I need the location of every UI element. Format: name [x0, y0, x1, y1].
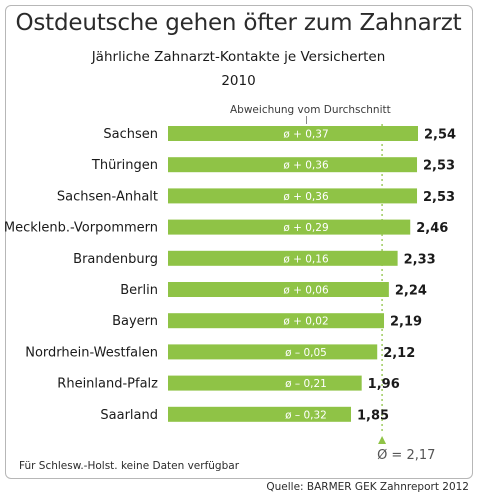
bar — [168, 375, 362, 391]
category-label: Nordrhein-Westfalen — [25, 345, 158, 360]
bar — [168, 188, 418, 204]
deviation-header: Abweichung vom Durchschnitt — [230, 104, 391, 116]
bar — [168, 344, 378, 360]
deviation-label: ø – 0,32 — [285, 409, 327, 421]
value-label: 2,33 — [404, 252, 436, 267]
bar — [168, 219, 411, 235]
category-label: Rheinland-Pfalz — [57, 377, 158, 392]
bar — [168, 282, 389, 297]
category-label: Brandenburg — [73, 252, 158, 267]
bar — [168, 157, 418, 173]
source-note: Quelle: BARMER GEK Zahnreport 2012 — [266, 481, 469, 493]
average-label: Ø = 2,17 — [377, 448, 435, 463]
chart-subtitle: Jährliche Zahnarzt-Kontakte je Versicher… — [91, 49, 386, 65]
value-label: 1,85 — [357, 408, 389, 423]
category-label: Berlin — [120, 283, 158, 298]
chart-title: Ostdeutsche gehen öfter zum Zahnarzt — [15, 10, 462, 36]
category-label: Sachsen-Anhalt — [57, 189, 158, 204]
chart-year: 2010 — [221, 73, 256, 89]
value-label: 2,24 — [395, 284, 427, 299]
average-marker-icon — [378, 436, 387, 444]
value-label: 2,19 — [390, 315, 422, 330]
bar — [168, 406, 351, 422]
value-label: 2,12 — [383, 346, 415, 361]
value-label: 2,54 — [424, 128, 456, 143]
chart-frame — [5, 5, 473, 479]
deviation-label: ø – 0,21 — [285, 378, 327, 390]
footnote: Für Schlesw.-Holst. keine Daten verfügba… — [19, 460, 240, 472]
deviation-label: ø + 0,36 — [283, 160, 329, 172]
bar — [168, 126, 418, 141]
category-label: Thüringen — [91, 158, 158, 173]
value-label: 2,53 — [423, 190, 455, 205]
category-label: Saarland — [100, 408, 158, 423]
category-label: Bayern — [112, 314, 158, 329]
deviation-label: ø – 0,05 — [285, 347, 327, 359]
category-label: Sachsen — [103, 127, 158, 142]
deviation-label: ø + 0,02 — [283, 316, 328, 328]
value-label: 2,46 — [416, 221, 448, 236]
deviation-label: ø + 0,06 — [283, 285, 329, 297]
deviation-label: ø + 0,29 — [283, 222, 328, 234]
bar — [168, 250, 398, 266]
deviation-label: ø + 0,37 — [283, 129, 328, 141]
deviation-label: ø + 0,16 — [283, 253, 329, 265]
value-label: 2,53 — [423, 159, 455, 174]
bar — [168, 313, 385, 329]
category-label: Mecklenb.-Vorpommern — [4, 221, 158, 236]
value-label: 1,96 — [368, 377, 400, 392]
deviation-label: ø + 0,36 — [283, 191, 329, 203]
deviation-header-tick — [306, 116, 307, 124]
